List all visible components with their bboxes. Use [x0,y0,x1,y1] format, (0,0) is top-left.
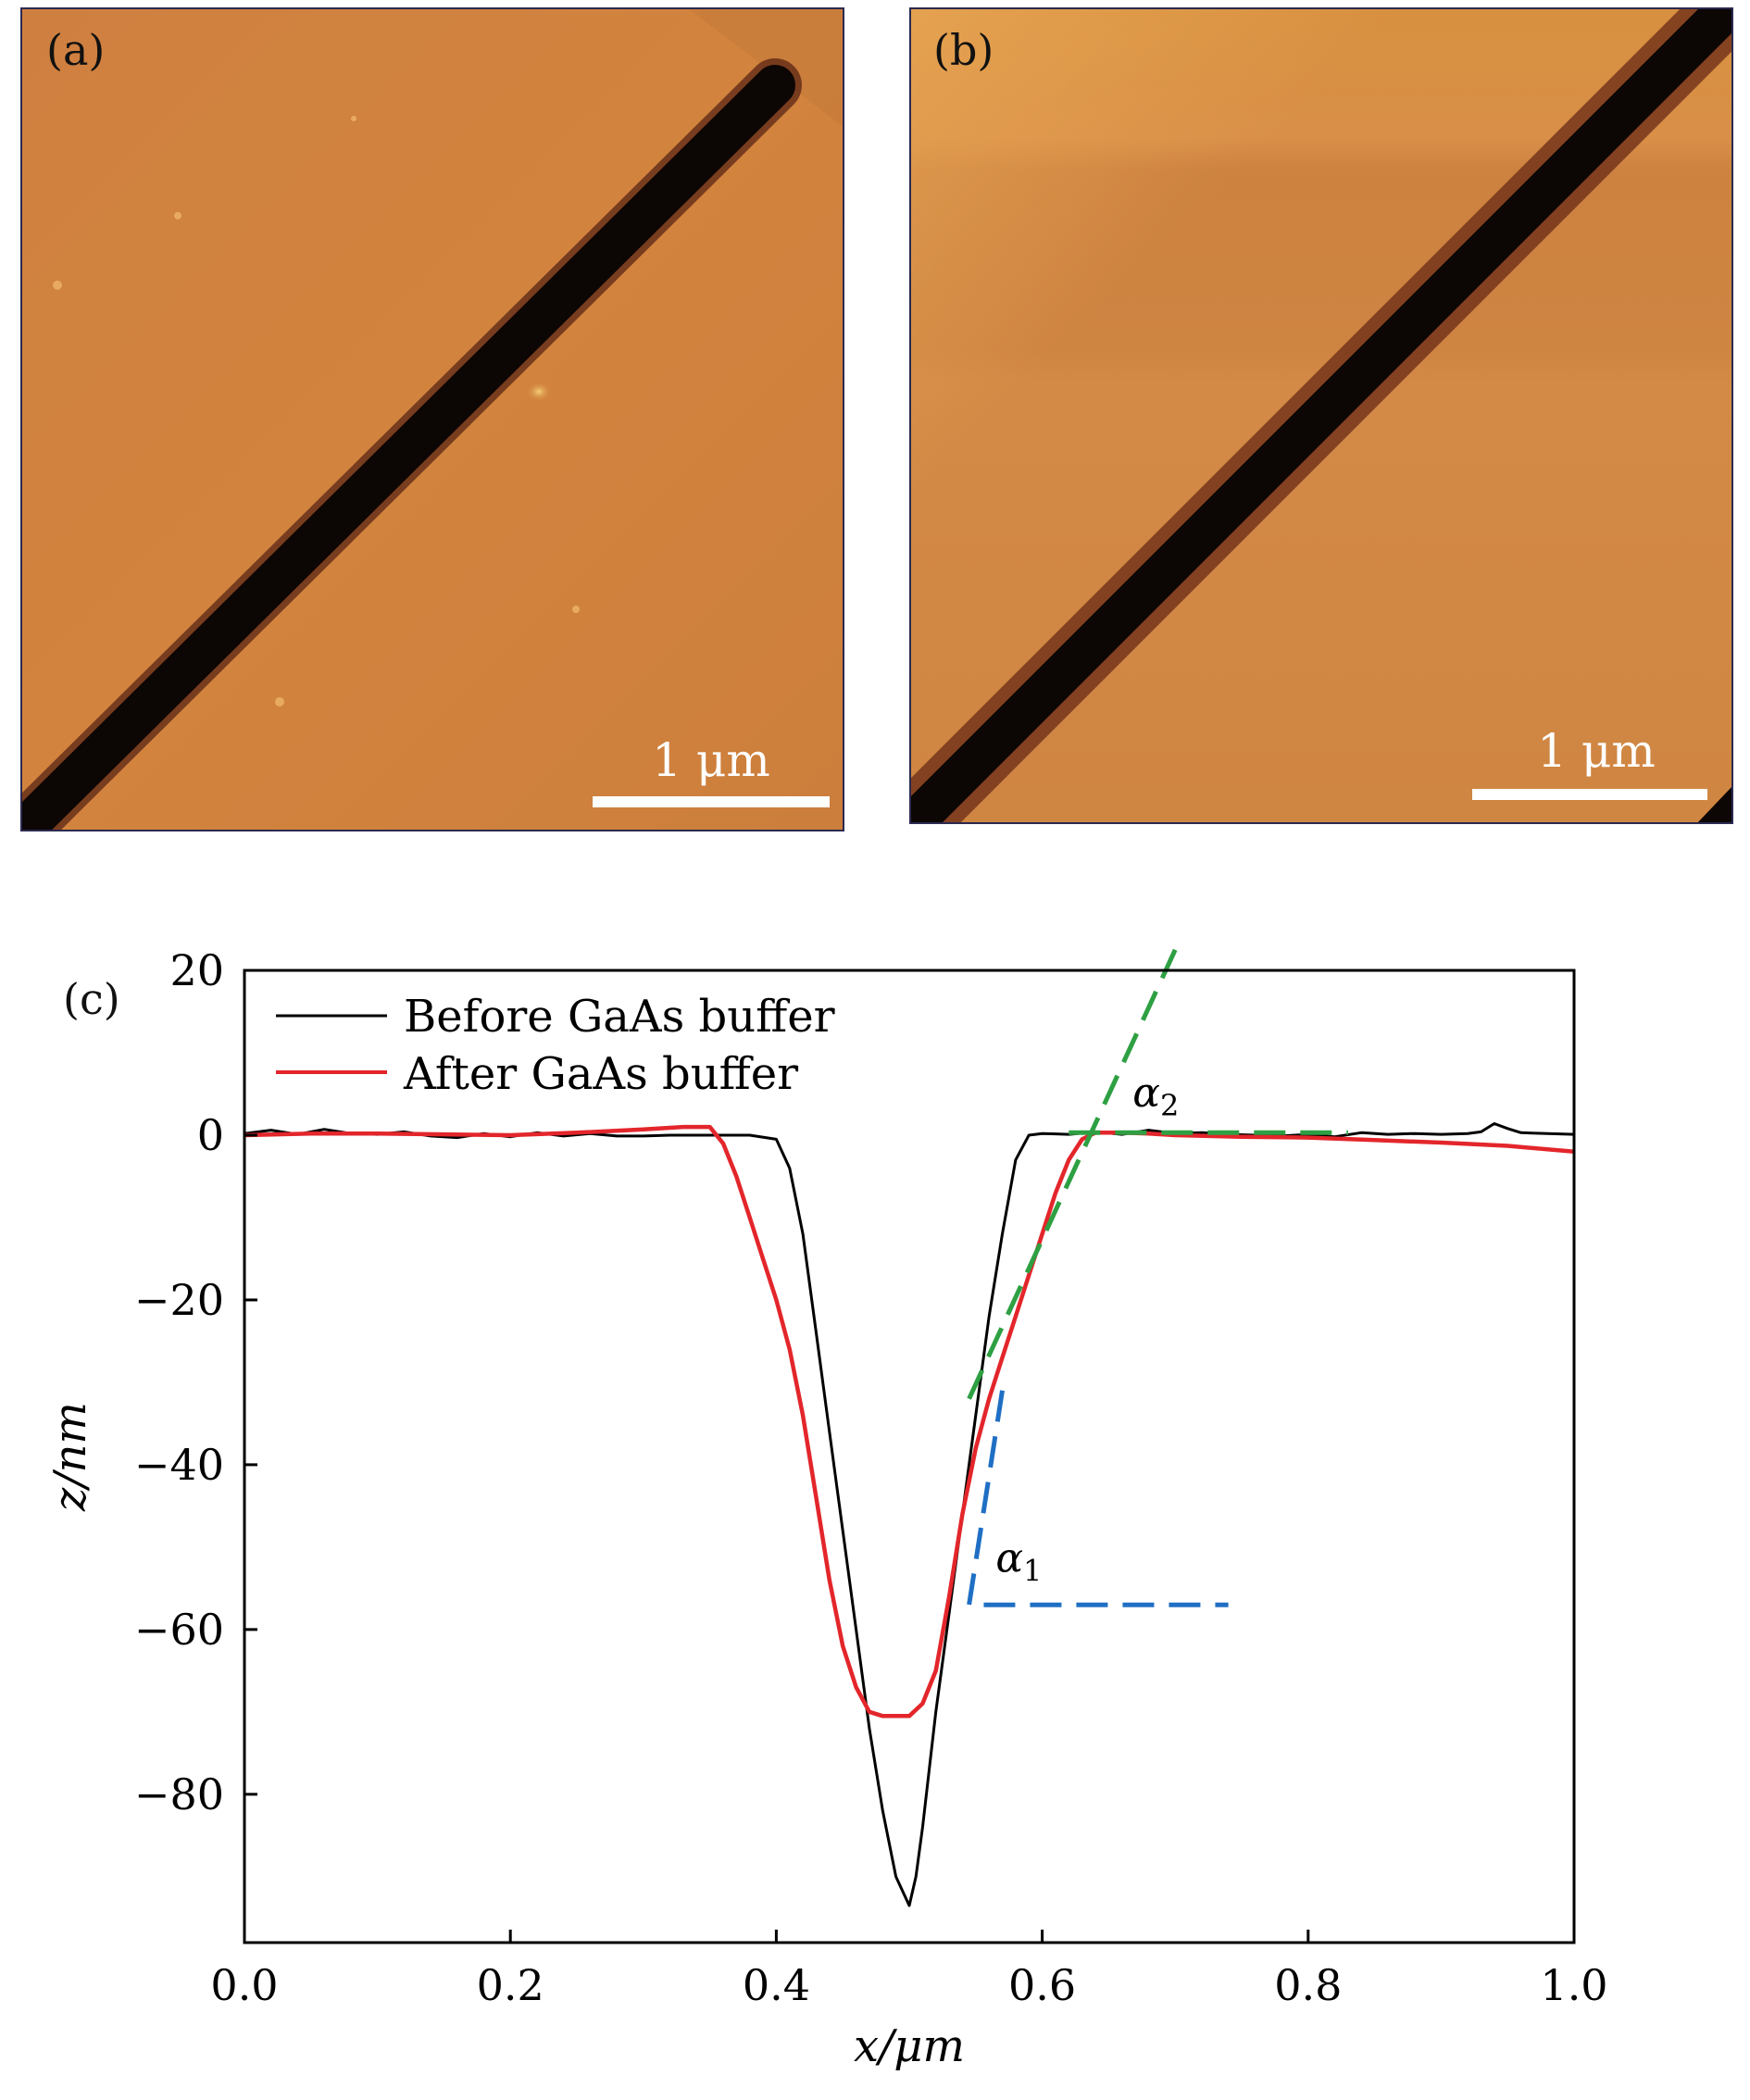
x-tick-label: 0.0 [210,1960,278,2010]
x-tick-label: 0.6 [1008,1960,1076,2010]
legend-label-after: After GaAs buffer [403,1048,798,1100]
y-tick-label: −60 [134,1605,224,1655]
angle-label-alpha1: α1 [995,1535,1042,1589]
y-tick-label: −20 [134,1275,224,1325]
surface-particle [275,697,284,706]
fit-line-alpha1 [966,1390,1229,1607]
series-line-after [244,1124,1574,1719]
scale-bar-label: 1 μm [1537,724,1656,778]
surface-particle [351,116,356,121]
chart-ticks: 0.0 0.2 0.4 0.6 0.8 1.0 20 0 −20 −40 −60 −80 [134,945,1608,2010]
x-axis-title: x/μm [854,2020,965,2072]
panel-label-b: (b) [933,25,994,75]
corner-artifact [1696,785,1733,824]
x-tick-label: 0.2 [477,1960,544,2010]
chart-annotations: α1 α2 [966,948,1348,1607]
scale-bar [593,796,830,807]
chart-series [244,1122,1574,1907]
angle-label-alpha2: α2 [1132,1069,1179,1123]
x-tick-label: 0.8 [1274,1960,1342,2010]
surface-particle [572,606,580,613]
panel-border [20,7,844,831]
y-axis-title: z/nm [44,1402,96,1512]
trench [20,65,795,831]
y-tick-label: 0 [197,1110,224,1160]
surface-particle [53,281,62,290]
series-line-before [244,1122,1574,1907]
surface-particle [526,381,552,402]
y-tick-label: −40 [134,1440,224,1490]
height-profile-chart: α1 α2 0.0 0.2 0.4 0.6 0.8 1.0 20 0 −20 −40 −60 −80 (… [44,945,1608,2072]
plot-frame [243,969,1576,1944]
y-tick-label: 20 [169,945,224,995]
panel-label-a: (a) [46,25,105,75]
x-tick-label: 0.4 [743,1960,810,2010]
scale-bar-label: 1 μm [652,733,770,787]
legend-label-before: Before GaAs buffer [404,991,835,1043]
trench [909,7,1733,824]
afm-panel-a: (a) 1 μm [20,7,844,831]
panel-border [909,7,1733,824]
y-tick-label: −80 [134,1769,224,1819]
fit-line-alpha2 [967,948,1178,1400]
afm-panel-b: (b) 1 μm [909,7,1733,824]
surface-particle [174,212,181,219]
scale-bar [1472,789,1707,800]
panel-label-c: (c) [63,974,120,1024]
legend: Before GaAs buffer After GaAs buffer [276,991,835,1100]
x-tick-label: 1.0 [1540,1960,1607,2010]
